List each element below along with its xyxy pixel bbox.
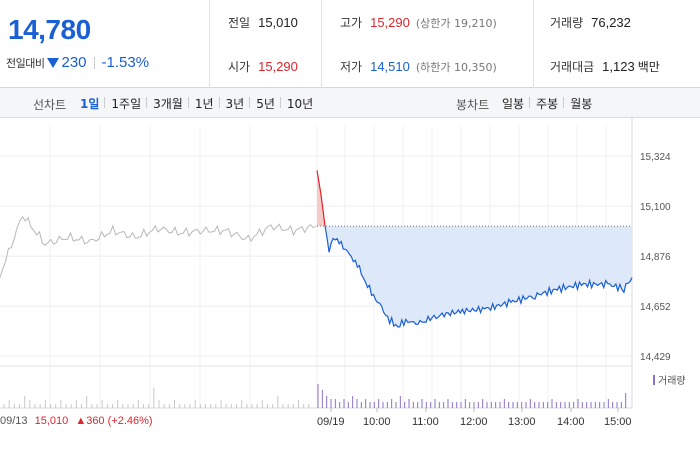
upper-limit-value: 19,210 <box>454 17 493 30</box>
y-tick-label: 14,652 <box>640 302 671 313</box>
chart-lines <box>0 170 633 328</box>
upper-limit: (상한가 19,210) <box>415 17 497 30</box>
low-value: 14,510 <box>370 59 410 74</box>
tab-3m[interactable]: 3개월 <box>146 95 189 112</box>
prev-day-date: 09/13 <box>0 415 28 427</box>
quote-panel: 14,780 전일대비 230 -1.53% 전일 15,010 시가 15,2… <box>0 0 700 88</box>
tab-monthly-candle[interactable]: 월봉 <box>563 95 598 112</box>
tab-1w[interactable]: 1주일 <box>104 95 147 112</box>
stats-column-high-low: 고가 15,290 (상한가 19,210) 저가 14,510 (하한가 10… <box>322 0 534 88</box>
x-tick-label: 15:00 <box>604 416 632 428</box>
high-value: 15,290 <box>370 15 410 30</box>
x-tick-label: 10:00 <box>363 416 391 428</box>
change-rate: -1.53% <box>101 54 150 71</box>
stat-low: 저가 14,510 (하한가 10,350) <box>340 58 497 75</box>
period-tabs: 1일 1주일 3개월 1년 3년 5년 10년 <box>74 88 319 118</box>
prev-day-price-line <box>0 215 317 278</box>
stats-column-prev-open: 전일 15,010 시가 15,290 <box>210 0 322 88</box>
stat-volume: 거래량 76,232 <box>550 14 631 31</box>
prev-day-close: 15,010 <box>34 415 69 427</box>
candle-tabs: 일봉 주봉 월봉 <box>496 88 598 118</box>
down-arrow-icon <box>47 57 60 68</box>
volume-value: 76,232 <box>591 15 631 30</box>
tab-1y[interactable]: 1년 <box>187 95 220 112</box>
prev-close-label: 전일 <box>228 16 251 30</box>
chart-toolbar: 선차트 1일 1주일 3개월 1년 3년 5년 10년 봉차트 일봉 주봉 월봉 <box>0 88 700 118</box>
candle-chart-label: 봉차트 <box>456 98 490 112</box>
amount-label: 거래대금 <box>550 60 595 74</box>
x-tick-label: 14:00 <box>557 416 585 428</box>
amount-value: 1,123 <box>602 59 635 74</box>
low-label: 저가 <box>340 60 363 74</box>
chart-labels: 15,324 15,100 14,876 14,652 14,429 09/19 10:00… <box>317 152 671 428</box>
prev-day-change: ▲360 (+2.46%) <box>75 415 153 427</box>
open-value: 15,290 <box>258 59 298 74</box>
y-tick-label: 14,876 <box>640 252 671 263</box>
stat-prev-close: 전일 15,010 <box>228 14 298 31</box>
change-amount: 230 <box>61 54 87 71</box>
line-chart-label: 선차트 <box>33 98 67 112</box>
price-chart[interactable]: 15,324 15,100 14,876 14,652 14,429 09/19 10:00… <box>0 118 700 450</box>
volume-legend-swatch <box>653 374 655 385</box>
stat-high: 고가 15,290 (상한가 19,210) <box>340 14 497 31</box>
prev-day-summary: 09/13 15,010 ▲360 (+2.46%) <box>0 415 153 427</box>
x-tick-label: 12:00 <box>460 416 488 428</box>
today-up-price-line <box>316 170 326 227</box>
y-tick-label: 15,100 <box>640 202 671 213</box>
amount-unit: 백만 <box>637 60 660 74</box>
change-row: 전일대비 230 -1.53% <box>6 54 149 71</box>
volume-legend-label: 거래량 <box>658 376 686 387</box>
lower-limit-label: 하한가 <box>420 61 451 74</box>
today-down-price-line <box>324 226 633 328</box>
change-label: 전일대비 <box>6 56 45 70</box>
stats-column-volume: 거래량 76,232 거래대금 1,123 백만 <box>534 0 700 88</box>
x-tick-label: 09/19 <box>317 416 345 428</box>
upper-limit-label: 상한가 <box>420 17 451 30</box>
divider <box>93 56 95 69</box>
tab-daily-candle[interactable]: 일봉 <box>502 96 525 111</box>
tab-1d[interactable]: 1일 <box>80 96 100 111</box>
open-label: 시가 <box>228 60 251 74</box>
lower-limit: (하한가 10,350) <box>415 61 497 74</box>
tab-weekly-candle[interactable]: 주봉 <box>529 95 564 112</box>
tab-10y[interactable]: 10년 <box>279 95 319 112</box>
chart-fill <box>317 170 632 327</box>
lower-limit-value: 10,350 <box>454 61 493 74</box>
stat-amount: 거래대금 1,123 백만 <box>550 58 660 75</box>
price-box: 14,780 전일대비 230 -1.53% <box>0 0 210 88</box>
prev-close-value: 15,010 <box>258 15 298 30</box>
tab-3y[interactable]: 3년 <box>218 95 251 112</box>
current-price: 14,780 <box>8 14 91 45</box>
y-tick-label: 15,324 <box>640 152 671 163</box>
volume-bars <box>3 384 627 408</box>
x-tick-label: 13:00 <box>508 416 536 428</box>
down-area-fill <box>325 226 632 327</box>
stat-open: 시가 15,290 <box>228 58 298 75</box>
high-label: 고가 <box>340 16 363 30</box>
x-tick-label: 11:00 <box>412 416 439 428</box>
volume-label: 거래량 <box>550 16 584 30</box>
volume-legend: 거래량 <box>653 372 686 387</box>
y-tick-label: 14,429 <box>640 352 671 363</box>
tab-5y[interactable]: 5년 <box>249 95 281 112</box>
